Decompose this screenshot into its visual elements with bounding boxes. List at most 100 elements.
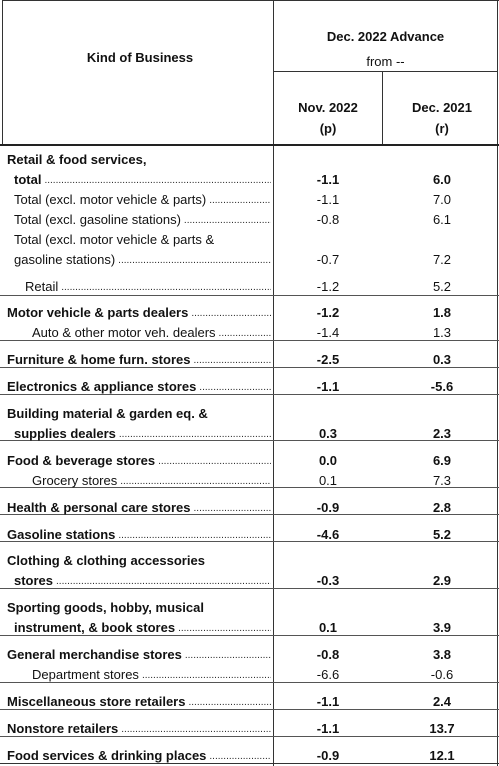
value-dec-2021: 2.8 — [432, 500, 452, 515]
row-label: gasoline stations) — [14, 252, 116, 267]
header-col-nov: Nov. 2022 (p) — [283, 97, 373, 139]
header-bottom-rule — [0, 144, 499, 146]
row-label: Electronics & appliance stores — [7, 379, 197, 394]
dot-leader: ........................................… — [199, 382, 271, 393]
value-dec-2021: 0.3 — [432, 352, 452, 367]
value-nov-2022: -0.7 — [316, 252, 340, 267]
dot-leader: ........................................… — [184, 650, 271, 661]
table-border-right — [497, 0, 498, 766]
value-nov-2022: -4.6 — [316, 527, 340, 542]
value-nov-2022: -0.9 — [316, 748, 340, 763]
row-separator — [0, 487, 499, 488]
dot-leader: ........................................… — [61, 282, 271, 293]
row-label: Clothing & clothing accessories — [7, 553, 205, 568]
dot-leader: ........................................… — [118, 255, 271, 266]
value-dec-2021: 1.3 — [432, 325, 452, 340]
row-separator — [0, 736, 499, 737]
value-dec-2021: 6.1 — [432, 212, 452, 227]
column-divider-kind — [273, 0, 274, 766]
value-nov-2022: -1.2 — [316, 279, 340, 294]
column-divider-values — [382, 71, 383, 145]
value-dec-2021: 1.8 — [432, 305, 452, 320]
row-label: Grocery stores — [32, 473, 118, 488]
row-label: Furniture & home furn. stores — [7, 352, 191, 367]
value-nov-2022: -1.2 — [316, 305, 340, 320]
value-dec-2021: 2.4 — [432, 694, 452, 709]
row-label: Total (excl. motor vehicle & parts) — [14, 192, 207, 207]
row-separator — [0, 394, 499, 395]
value-nov-2022: -0.8 — [316, 647, 340, 662]
value-dec-2021: 13.7 — [429, 721, 455, 736]
value-dec-2021: 2.3 — [432, 426, 452, 441]
value-nov-2022: -0.9 — [316, 500, 340, 515]
dot-leader: ........................................… — [141, 670, 271, 681]
dot-leader: ........................................… — [44, 175, 271, 186]
header-col-dec-month: Dec. 2021 — [412, 100, 472, 115]
dot-leader: ........................................… — [193, 503, 271, 514]
value-nov-2022: -6.6 — [316, 667, 340, 682]
value-nov-2022: 0.3 — [318, 426, 338, 441]
value-dec-2021: 3.9 — [432, 620, 452, 635]
dot-leader: ........................................… — [193, 355, 271, 366]
value-dec-2021: -5.6 — [430, 379, 454, 394]
row-label: Building material & garden eq. & — [7, 406, 208, 421]
row-label: Gasoline stations — [7, 527, 116, 542]
row-label: Miscellaneous store retailers — [7, 694, 186, 709]
dot-leader: ........................................… — [120, 476, 271, 487]
row-separator — [0, 635, 499, 636]
value-nov-2022: -1.1 — [316, 694, 340, 709]
header-divider-advance — [273, 71, 498, 72]
row-label: Retail & food services, — [7, 152, 147, 167]
row-separator — [0, 367, 499, 368]
value-dec-2021: 5.2 — [432, 527, 452, 542]
value-dec-2021: 6.9 — [432, 453, 452, 468]
value-nov-2022: -1.4 — [316, 325, 340, 340]
value-nov-2022: 0.0 — [318, 453, 338, 468]
row-label: Health & personal care stores — [7, 500, 191, 515]
header-col-nov-month: Nov. 2022 — [298, 100, 358, 115]
dot-leader: ........................................… — [118, 429, 271, 440]
dot-leader: ........................................… — [209, 751, 271, 762]
row-separator — [0, 295, 499, 296]
header-from: from -- — [366, 54, 405, 69]
row-label: Department stores — [32, 667, 139, 682]
value-dec-2021: 7.3 — [432, 473, 452, 488]
row-label: Auto & other motor veh. dealers — [32, 325, 216, 340]
row-separator — [0, 588, 499, 589]
value-dec-2021: 7.2 — [432, 252, 452, 267]
row-label: stores — [14, 573, 54, 588]
row-label: Nonstore retailers — [7, 721, 119, 736]
value-nov-2022: -1.1 — [316, 379, 340, 394]
value-dec-2021: 3.8 — [432, 647, 452, 662]
value-nov-2022: -1.1 — [316, 192, 340, 207]
header-col-dec-flag: (r) — [435, 121, 449, 136]
row-separator — [0, 541, 499, 542]
value-dec-2021: 5.2 — [432, 279, 452, 294]
row-label: Sporting goods, hobby, musical — [7, 600, 204, 615]
value-nov-2022: -0.3 — [316, 573, 340, 588]
header-advance: Dec. 2022 Advance — [326, 29, 445, 44]
dot-leader: ........................................… — [209, 195, 271, 206]
row-label: Food & beverage stores — [7, 453, 156, 468]
value-dec-2021: 7.0 — [432, 192, 452, 207]
row-label: instrument, & book stores — [14, 620, 176, 635]
table-border-bottom — [0, 763, 499, 764]
value-dec-2021: -0.6 — [430, 667, 454, 682]
row-label: Total (excl. motor vehicle & parts & — [14, 232, 215, 247]
dot-leader: ........................................… — [56, 576, 271, 587]
dot-leader: ........................................… — [178, 623, 271, 634]
table-border-top — [2, 0, 499, 1]
row-label: Motor vehicle & parts dealers — [7, 305, 189, 320]
header-kind-of-business: Kind of Business — [86, 50, 194, 65]
row-label: total — [14, 172, 42, 187]
value-nov-2022: -1.1 — [316, 172, 340, 187]
row-label: Total (excl. gasoline stations) — [14, 212, 181, 227]
dot-leader: ........................................… — [188, 697, 271, 708]
value-nov-2022: -2.5 — [316, 352, 340, 367]
value-dec-2021: 6.0 — [432, 172, 452, 187]
row-label: Food services & drinking places — [7, 748, 207, 763]
value-dec-2021: 2.9 — [432, 573, 452, 588]
dot-leader: ........................................… — [218, 328, 271, 339]
row-separator — [0, 340, 499, 341]
